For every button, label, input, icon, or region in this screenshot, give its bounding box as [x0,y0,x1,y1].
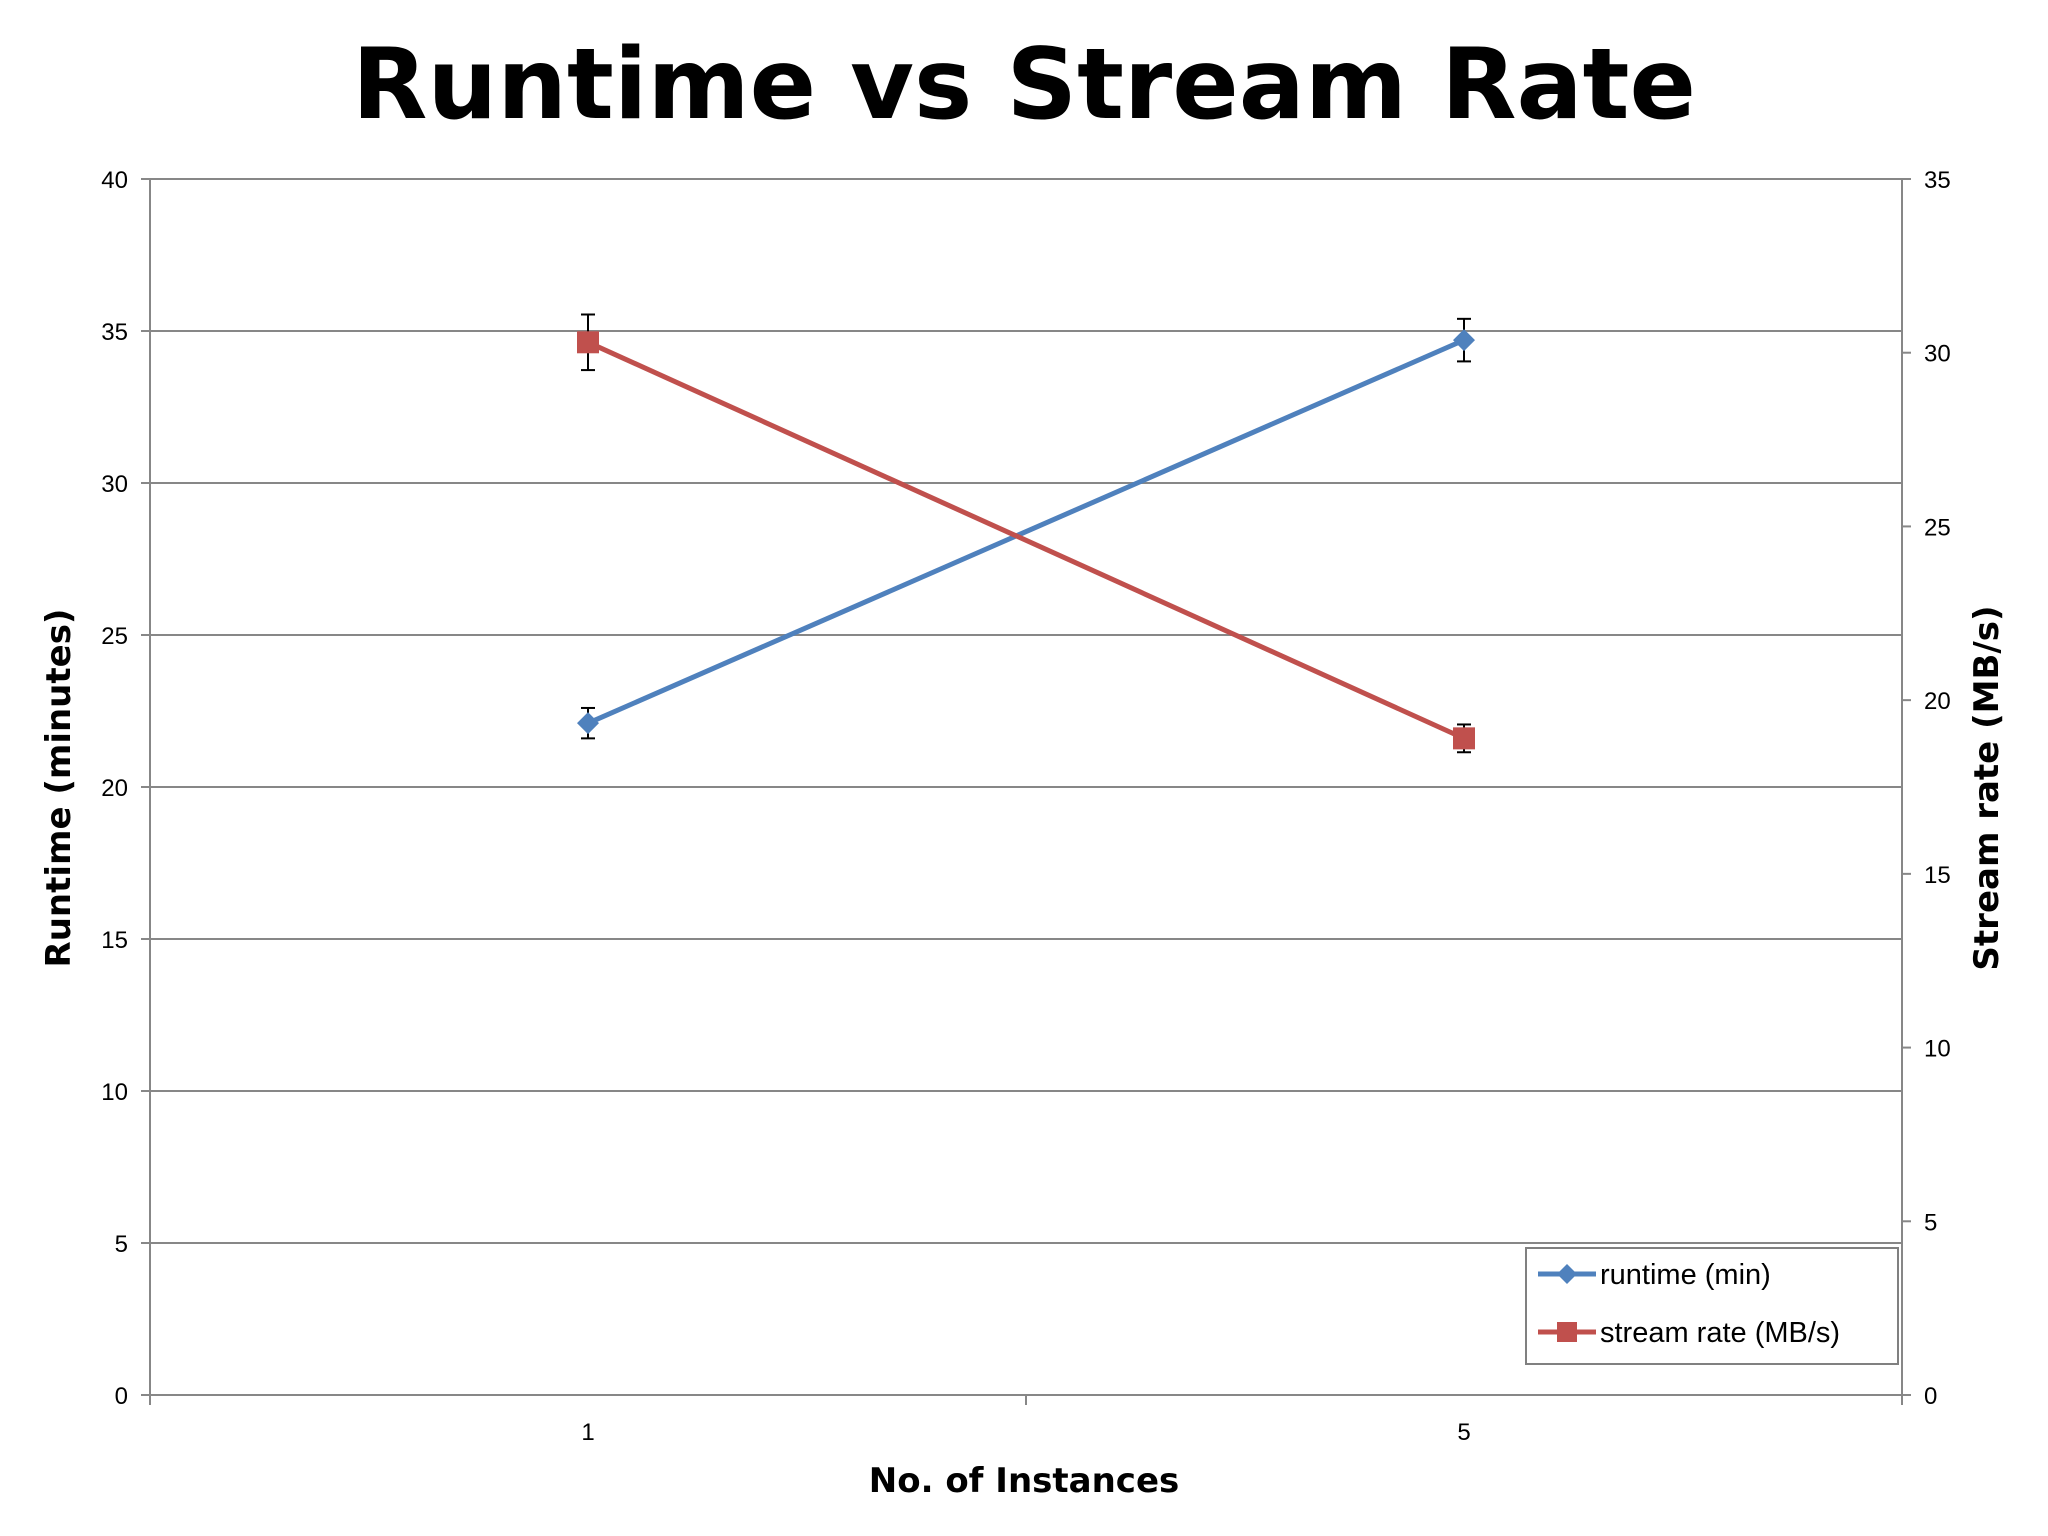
legend-square-icon [1557,1322,1577,1342]
data-point [577,331,599,354]
right-axis-ticks: 0 5 10 15 20 25 30 35 [1902,167,1951,1410]
series-line [586,340,1466,741]
left-axis-ticks: 0 5 10 15 20 25 30 35 40 [101,167,150,1410]
right-tick-label: 10 [1924,1036,1951,1063]
right-tick-label: 15 [1924,862,1951,889]
x-tick-label: 5 [1457,1419,1470,1446]
series-stream-rate [577,313,1475,754]
left-tick-label: 5 [115,1231,128,1258]
right-tick-label: 0 [1924,1383,1937,1410]
legend-entry-runtime: runtime (min) [1538,1259,1771,1291]
right-tick-label: 25 [1924,514,1951,541]
x-tick-label: 1 [581,1419,594,1446]
legend-label-runtime: runtime (min) [1600,1259,1771,1291]
data-point [1453,727,1475,750]
legend-label-stream-rate: stream rate (MB/s) [1600,1317,1840,1349]
right-tick-label: 5 [1924,1209,1937,1236]
legend-entry-stream-rate: stream rate (MB/s) [1538,1317,1840,1349]
legend-box [1525,1247,1899,1365]
right-tick-label: 35 [1924,167,1951,194]
series-runtime [577,317,1475,740]
left-tick-label: 35 [101,319,128,346]
data-point [577,712,599,735]
series-line [586,337,1466,726]
gridlines [150,178,1902,1396]
chart-title: Runtime vs Stream Rate [352,28,1696,142]
series-layer [577,313,1475,754]
y-axis-title-right: Stream rate (MB/s) [1967,605,2007,970]
data-point [1453,329,1475,352]
left-tick-label: 25 [101,623,128,650]
y-axis-title-left: Runtime (minutes) [39,609,79,968]
left-tick-label: 15 [101,927,128,954]
legend-diamond-icon [1557,1264,1577,1284]
left-tick-label: 0 [115,1383,128,1410]
x-axis-title: No. of Instances [869,1461,1180,1501]
left-tick-label: 30 [101,471,128,498]
left-tick-label: 20 [101,775,128,802]
left-tick-label: 10 [101,1079,128,1106]
right-tick-label: 30 [1924,341,1951,368]
legend: runtime (min) stream rate (MB/s) [1525,1247,1899,1365]
left-tick-label: 40 [101,167,128,194]
right-tick-label: 20 [1924,688,1951,715]
